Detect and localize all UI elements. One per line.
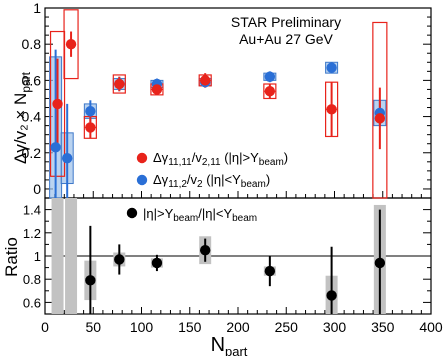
bottom-y-tick-label: 1.4 <box>23 203 41 218</box>
red-data-point <box>264 86 276 97</box>
red-data-point <box>52 98 63 110</box>
top-y-tick-label: 0.4 <box>22 109 42 125</box>
bottom-y-tick-label: 1 <box>34 249 41 264</box>
legend-label-ratio: |η|>Ybeam/|η|<Ybeam <box>143 206 257 224</box>
x-axis-title: Npart <box>211 334 248 356</box>
legend-label-series-1: Δγ11,11/v2,11 (|η|>Ybeam) <box>153 150 288 168</box>
top-panel-data <box>49 9 388 199</box>
x-tick-label: 300 <box>323 319 347 335</box>
x-tick-label: 50 <box>85 319 101 335</box>
x-tick-label: 200 <box>226 319 250 335</box>
x-tick-label: 150 <box>178 319 202 335</box>
bottom-y-axis-title: Ratio <box>2 237 21 277</box>
chart-subtitle: Au+Au 27 GeV <box>239 31 333 47</box>
x-axis: 0 50 100 150 200 250 300 350 400 <box>41 191 443 335</box>
chart-title: STAR Preliminary <box>231 14 341 30</box>
legend-label-series-2: Δγ11,2/v2 (|η|<Ybeam) <box>153 172 270 190</box>
red-systematic-box <box>49 30 66 177</box>
bottom-y-tick-label: 1.2 <box>23 226 41 241</box>
ratio-data-point <box>264 265 276 277</box>
ratio-data-point <box>85 275 96 286</box>
bottom-legend: |η|>Ybeam/|η|<Ybeam <box>126 206 257 224</box>
legend-marker-ratio <box>126 207 138 219</box>
red-data-point <box>199 75 211 86</box>
blue-data-point <box>326 62 337 73</box>
bottom-y-tick-label: 0.6 <box>23 295 41 310</box>
top-y-tick-label: 1 <box>33 0 41 16</box>
ratio-data-point <box>199 245 211 256</box>
ratio-data-point <box>114 254 125 265</box>
x-tick-label: 350 <box>371 319 395 335</box>
x-tick-label: 100 <box>130 319 154 335</box>
red-systematic-box <box>63 9 79 80</box>
ratio-systematic-box <box>65 198 78 314</box>
top-y-tick-label: 0.6 <box>22 72 42 88</box>
ratio-data-point <box>374 257 386 269</box>
ratio-data-point <box>326 290 337 301</box>
top-y-axis: 0 0.2 0.4 0.6 0.8 1 <box>22 0 431 197</box>
x-tick-label: 250 <box>275 319 299 335</box>
bottom-y-tick-label: 0.8 <box>23 272 41 287</box>
blue-data-point <box>50 142 61 153</box>
top-y-tick-label: 0 <box>33 181 41 197</box>
top-legend: Δγ11,11/v2,11 (|η|>Ybeam) Δγ11,2/v2 (|η|… <box>136 150 288 190</box>
top-y-tick-label: 0.2 <box>22 145 42 161</box>
red-data-point <box>85 122 96 133</box>
red-data-point <box>114 78 125 90</box>
blue-data-point <box>264 71 276 82</box>
red-data-point <box>374 113 386 124</box>
top-y-axis-title: Δγ/v₂ × Npart <box>11 71 33 164</box>
legend-marker-series-2 <box>136 174 148 186</box>
red-data-point <box>65 38 77 50</box>
x-tick-label: 400 <box>419 319 443 335</box>
blue-data-point <box>85 105 96 117</box>
bottom-panel-data <box>51 198 386 314</box>
ratio-systematic-box <box>51 198 64 314</box>
legend-marker-series-1 <box>136 152 148 164</box>
red-data-point <box>151 84 163 95</box>
ratio-data-point <box>151 257 163 269</box>
blue-data-point <box>61 152 73 164</box>
red-data-point <box>326 104 337 115</box>
top-y-tick-label: 0.8 <box>22 36 42 52</box>
red-systematic-box <box>372 21 388 199</box>
x-tick-label: 0 <box>41 319 49 335</box>
